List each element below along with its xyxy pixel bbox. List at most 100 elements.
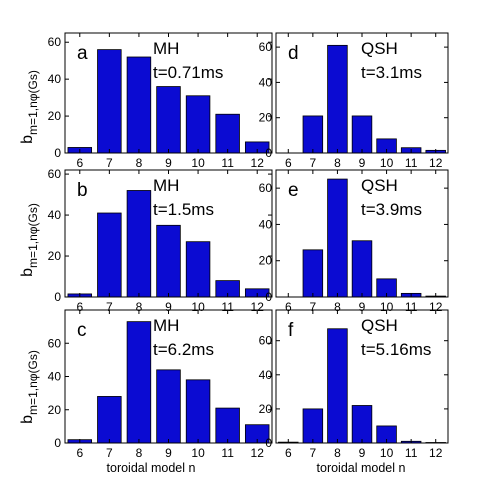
x-tick-label: 11 — [221, 446, 234, 460]
y-tick-label: 20 — [259, 111, 273, 125]
y-tick-label: 60 — [48, 336, 62, 350]
x-tick-label: 10 — [380, 446, 394, 460]
x-tick-label: 7 — [310, 446, 317, 460]
x-tick-label: 9 — [359, 446, 366, 460]
y-tick-label: 0 — [54, 436, 61, 450]
bar — [126, 190, 152, 298]
regime-label: MH — [153, 176, 179, 195]
x-tick-label: 12 — [251, 156, 265, 170]
regime-label: MH — [153, 316, 179, 335]
x-tick-label: 9 — [359, 156, 366, 170]
bar — [302, 408, 324, 444]
y-label-sub: m=1,nφ(Gs) — [26, 203, 40, 268]
bar — [185, 379, 211, 444]
bar — [215, 113, 240, 154]
y-tick-label: 20 — [48, 109, 62, 123]
panel-letter: c — [77, 320, 87, 341]
svg-text:bm=1,nφ(Gs): bm=1,nφ(Gs) — [19, 203, 40, 277]
y-tick-label: 60 — [259, 40, 273, 54]
x-tick-label: 7 — [310, 156, 317, 170]
x-tick-label: 8 — [136, 156, 143, 170]
y-tick-label: 0 — [265, 436, 272, 450]
panel-letter: d — [288, 43, 299, 64]
y-axis-label-row3: bm=1,nφ(Gs) — [19, 350, 40, 424]
x-axis-label-right: toroidal model n — [317, 461, 406, 475]
y-tick-label: 20 — [48, 403, 62, 417]
y-tick-label: 40 — [259, 368, 273, 382]
bar — [351, 115, 373, 154]
x-tick-label: 6 — [76, 446, 83, 460]
bar — [327, 178, 348, 298]
time-label: t=6.2ms — [153, 340, 214, 359]
x-tick-label: 7 — [310, 300, 317, 314]
x-tick-label: 6 — [76, 156, 83, 170]
time-label: t=3.1ms — [361, 63, 422, 82]
y-tick-label: 20 — [259, 402, 273, 416]
bar — [302, 249, 324, 298]
bar — [351, 405, 373, 444]
x-tick-label: 6 — [285, 156, 292, 170]
y-tick-label: 40 — [48, 72, 62, 86]
y-tick-label: 60 — [48, 167, 62, 181]
bar — [327, 328, 348, 444]
x-tick-label: 10 — [191, 446, 205, 460]
time-label: t=1.5ms — [153, 200, 214, 219]
panel-letter: e — [288, 180, 299, 201]
y-axis-label-row1: bm=1,nφ(Gs) — [19, 70, 40, 144]
x-tick-label: 9 — [165, 446, 172, 460]
bar — [185, 95, 211, 154]
y-tick-label: 60 — [259, 334, 273, 348]
x-tick-label: 11 — [405, 156, 418, 170]
time-label: t=0.71ms — [153, 63, 223, 82]
time-label: t=5.16ms — [361, 340, 431, 359]
y-label-main: b — [19, 135, 36, 144]
y-tick-label: 60 — [48, 35, 62, 49]
x-tick-label: 10 — [380, 156, 394, 170]
x-tick-label: 8 — [136, 300, 143, 314]
x-tick-label: 12 — [429, 446, 443, 460]
x-tick-label: 8 — [334, 156, 341, 170]
x-tick-label: 6 — [285, 300, 292, 314]
y-tick-label: 0 — [54, 290, 61, 304]
x-tick-label: 6 — [285, 446, 292, 460]
bar — [97, 396, 122, 444]
x-tick-label: 8 — [334, 446, 341, 460]
panel-letter: f — [288, 320, 294, 341]
x-tick-label: 11 — [221, 156, 234, 170]
y-tick-label: 20 — [48, 249, 62, 263]
panel-c: 0 20 40 60 6 7 8 9 10 11 12 c MH t=6.2ms — [48, 309, 273, 460]
regime-label: QSH — [361, 316, 398, 335]
panel-a: 0 20 40 60 6 7 8 9 10 11 12 a MH t=0.71ms — [48, 32, 273, 170]
bar — [302, 115, 324, 154]
y-tick-label: 0 — [265, 290, 272, 304]
bar — [327, 44, 348, 154]
y-label-sub: m=1,nφ(Gs) — [26, 350, 40, 415]
panel-letter: b — [77, 180, 88, 201]
y-tick-label: 0 — [54, 146, 61, 160]
x-tick-label: 6 — [76, 300, 83, 314]
regime-label: MH — [153, 39, 179, 58]
x-axis-label-left: toroidal model n — [107, 461, 196, 475]
panel-letter: a — [77, 43, 88, 64]
y-tick-label: 40 — [259, 217, 273, 231]
time-label: t=3.9ms — [361, 200, 422, 219]
bar — [351, 240, 373, 298]
x-tick-label: 8 — [136, 446, 143, 460]
y-tick-label: 40 — [48, 370, 62, 384]
svg-text:bm=1,nφ(Gs): bm=1,nφ(Gs) — [19, 70, 40, 144]
x-tick-label: 7 — [106, 156, 113, 170]
x-tick-label: 11 — [405, 446, 418, 460]
x-tick-label: 9 — [165, 300, 172, 314]
bar — [126, 321, 152, 444]
y-tick-label: 40 — [48, 208, 62, 222]
y-label-main: b — [19, 268, 36, 277]
y-label-sub: m=1,nφ(Gs) — [26, 70, 40, 135]
panel-d: 0 20 40 60 6 7 8 9 10 11 12 d QSH t=3.1ms — [259, 32, 449, 170]
y-tick-label: 60 — [259, 181, 273, 195]
bar — [156, 224, 181, 298]
x-tick-label: 7 — [106, 300, 113, 314]
x-tick-label: 12 — [429, 156, 443, 170]
bar — [215, 407, 240, 444]
